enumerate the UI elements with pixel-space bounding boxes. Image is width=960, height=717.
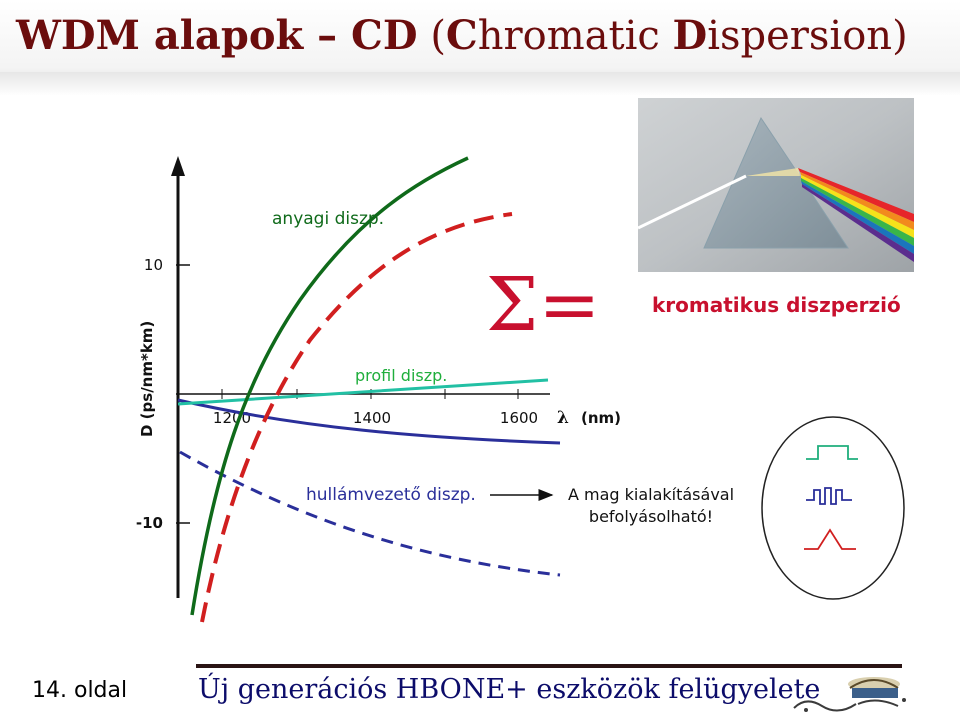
- material-dispersion-label: anyagi diszp.: [272, 209, 384, 229]
- footer-title: Új generációs HBONE+ eszközök felügyelet…: [198, 674, 821, 705]
- xtick-label-1600: 1600: [500, 409, 538, 427]
- y-axis-label: D (ps/nm*km): [138, 321, 156, 437]
- waveguide-dispersion-curve: [177, 398, 561, 445]
- triangle-pulse-icon: [804, 528, 856, 550]
- page-number: 14. oldal: [32, 678, 128, 703]
- waveguide-dispersion-dashed-curve: [179, 450, 561, 577]
- xtick-label-1400: 1400: [353, 409, 391, 427]
- footer-divider: [196, 664, 902, 668]
- title-bar: [0, 0, 960, 96]
- material-dispersion-curve: [190, 156, 469, 616]
- total-chromatic-dispersion-curve: [200, 212, 513, 623]
- y-axis-arrow-icon: [171, 156, 185, 176]
- lambda-symbol: λ: [557, 408, 569, 428]
- chromatic-dispersion-label: kromatikus diszperzió: [652, 293, 901, 317]
- square-pulse-icon: [806, 445, 858, 460]
- sum-symbol: Σ=: [486, 262, 600, 348]
- uj-magyarorszag-logo: [793, 677, 906, 712]
- note-line-1: A mag kialakításával: [568, 485, 734, 504]
- note-line-2: befolyásolható!: [589, 507, 713, 526]
- x-axis-unit: (nm): [581, 409, 621, 427]
- profile-dispersion-curve: [177, 378, 549, 406]
- ytick-label-minus-10: -10: [136, 514, 163, 532]
- modulated-pulse-icon: [806, 487, 852, 505]
- profile-dispersion-label: profil diszp.: [355, 366, 447, 385]
- prism-photo: [638, 98, 914, 272]
- page-title: WDM alapok – CD (Chromatic Dispersion): [16, 12, 908, 59]
- chart-axes: [171, 156, 550, 598]
- waveguide-dispersion-label: hullámvezető diszp.: [306, 485, 476, 505]
- ytick-label-10: 10: [144, 256, 163, 274]
- pulse-shapes-ellipse: [761, 416, 905, 600]
